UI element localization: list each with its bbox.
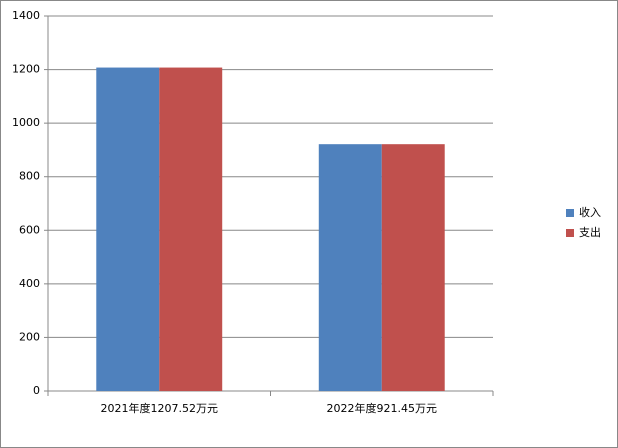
x-tick-label: 2021年度1207.52万元 [101,401,218,415]
y-tick-label: 1400 [12,9,40,22]
bar [96,67,160,392]
legend-swatch [566,229,574,237]
bar [318,144,382,391]
legend-label: 收入 [579,205,601,219]
y-tick-label: 600 [19,223,40,236]
y-tick-label: 0 [33,384,40,397]
bar [159,67,223,392]
y-tick-label: 400 [19,277,40,290]
bar [381,144,445,391]
y-tick-label: 800 [19,170,40,183]
y-tick-label: 1200 [12,63,40,76]
y-tick-label: 1000 [12,116,40,129]
legend-swatch [566,209,574,217]
y-tick-label: 200 [19,330,40,343]
x-tick-label: 2022年度921.45万元 [327,401,437,415]
legend-label: 支出 [579,225,601,239]
